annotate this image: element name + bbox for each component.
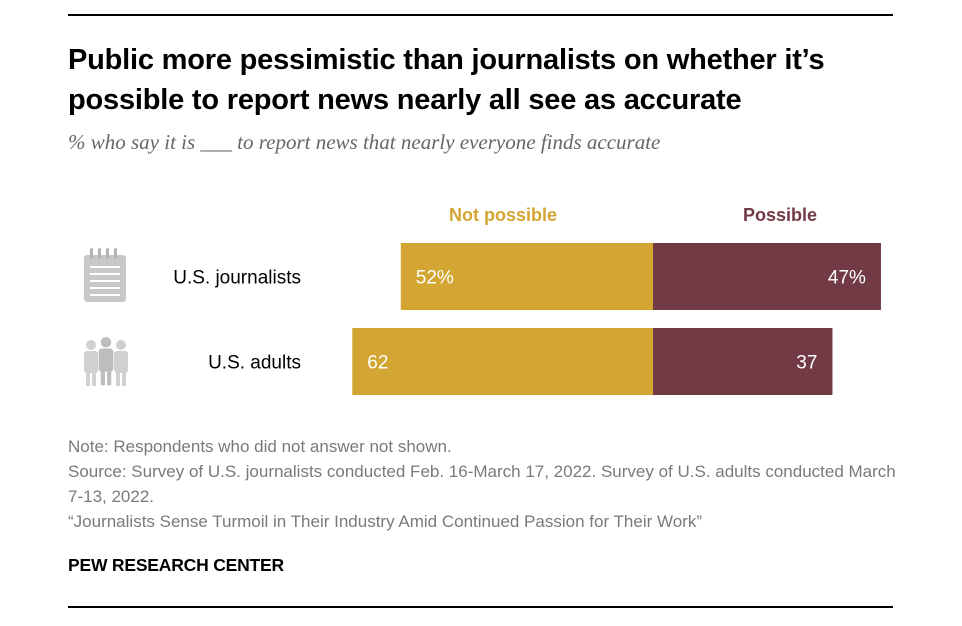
top-rule [68, 14, 893, 16]
bar-possible [653, 243, 881, 310]
bottom-rule [68, 606, 893, 608]
brand-logo-text: PEW RESEARCH CENTER [68, 555, 284, 575]
bar-not-possible [352, 328, 653, 395]
data-label-not-possible: 62 [367, 353, 388, 374]
chart-title: Public more pessimistic than journalists… [68, 44, 825, 116]
legend-possible: Possible [743, 205, 817, 225]
bar-not-possible [400, 243, 653, 310]
chart-notes: Note: Respondents who did not answer not… [68, 434, 908, 534]
report-title: “Journalists Sense Turmoil in Their Indu… [68, 512, 702, 531]
note-text: Note: Respondents who did not answer not… [68, 437, 452, 456]
source-text: Source: Survey of U.S. journalists condu… [68, 462, 896, 506]
data-label-possible: 47% [828, 268, 866, 289]
chart-subtitle: % who say it is ___ to report news that … [68, 130, 661, 154]
bar-possible [653, 328, 833, 395]
bar-chart: Not possible Possible 52% 47% U.S. journalis… [84, 205, 881, 395]
category-label: U.S. adults [208, 353, 301, 374]
data-label-possible: 37 [796, 353, 817, 374]
notepad-icon [84, 248, 126, 302]
category-label: U.S. journalists [173, 268, 301, 289]
data-label-not-possible: 52% [416, 268, 454, 289]
legend-not-possible: Not possible [449, 205, 557, 225]
people-group-icon [84, 337, 128, 386]
